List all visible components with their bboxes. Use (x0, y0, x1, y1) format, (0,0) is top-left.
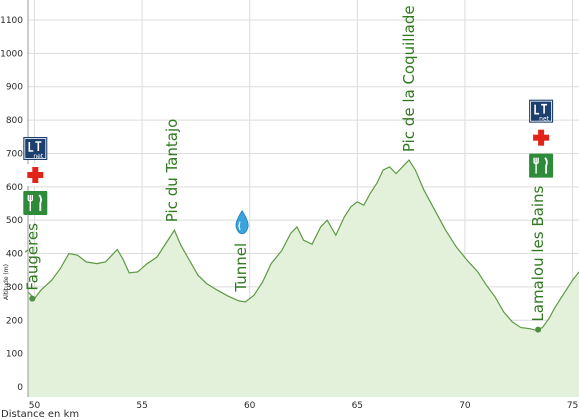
y-tick-label: 300 (6, 283, 23, 293)
y-axis-title: Altitude (m) (3, 264, 10, 300)
y-tick-label: 0 (17, 383, 23, 393)
points-of-interest: Faugères net Pic du Tantajo Tunnel Pic de la… (23, 5, 554, 333)
water-drop-icon (235, 210, 249, 235)
poi-pic-du-tantajo: Pic du Tantajo (163, 119, 181, 223)
lot-net-icon: net (23, 136, 48, 160)
poi-label: Tunnel (232, 243, 250, 293)
lot-net-text: net (33, 153, 43, 160)
y-tick-label: 200 (6, 316, 23, 326)
x-tick-label: 50 (29, 401, 41, 411)
y-tick-label: 800 (6, 116, 23, 126)
restaurant-icon (23, 190, 48, 215)
first-aid-icon (529, 126, 554, 149)
elevation-area (28, 159, 579, 397)
y-tick-label: 900 (6, 83, 23, 93)
x-tick-label: 55 (136, 401, 147, 411)
poi-pic-de-la-coquillade: Pic de la Coquillade (400, 5, 418, 152)
y-tick-label: 600 (6, 183, 23, 193)
poi-label: Lamalou les Bains (529, 185, 547, 321)
x-tick-labels: 50 55 60 65 70 75 (29, 401, 579, 411)
poi-label: Pic du Tantajo (163, 119, 181, 223)
y-tick-label: 700 (6, 149, 23, 159)
poi-faug-res: Faugères net (23, 136, 48, 302)
first-aid-icon (23, 163, 48, 186)
x-tick-label: 65 (352, 401, 363, 411)
y-tick-labels: 0 100 200 300 400 500 600 700 800 900 1000 1100 (0, 16, 23, 393)
poi-tunnel: Tunnel (232, 210, 250, 293)
y-tick-label: 1100 (0, 16, 23, 26)
y-tick-label: 100 (6, 350, 23, 360)
y-tick-label: 500 (6, 216, 23, 226)
poi-marker (535, 326, 542, 333)
poi-label: Faugères (23, 223, 41, 291)
x-tick-label: 75 (567, 401, 578, 411)
x-axis-title: Distance en km (1, 409, 79, 420)
elevation-line (28, 159, 579, 331)
lot-net-icon: net (529, 99, 554, 123)
lot-net-text: net (539, 116, 549, 123)
x-tick-label: 70 (459, 401, 471, 411)
poi-marker (29, 295, 36, 302)
poi-lamalou-les-bains: Lamalou les Bains net (529, 99, 554, 333)
y-tick-label: 400 (6, 250, 23, 260)
x-tick-label: 60 (244, 401, 256, 411)
y-tick-label: 1000 (0, 49, 23, 59)
elevation-fill (28, 160, 579, 397)
restaurant-icon (529, 153, 554, 178)
poi-label: Pic de la Coquillade (400, 5, 418, 152)
